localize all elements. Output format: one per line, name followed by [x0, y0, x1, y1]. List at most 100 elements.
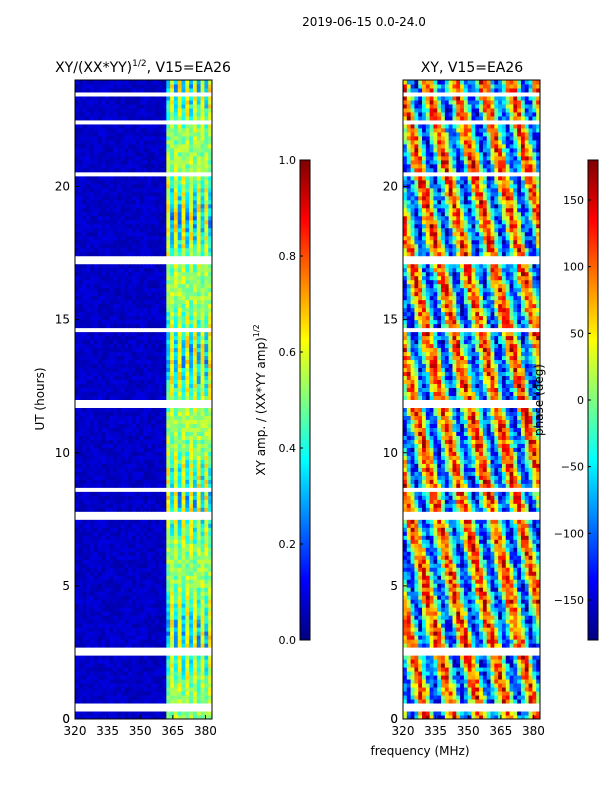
heatmap-cell — [94, 711, 99, 716]
heatmap-cell — [204, 179, 209, 185]
heatmap-cell — [113, 495, 118, 500]
heatmap-cell — [151, 543, 156, 548]
heatmap-cell — [181, 411, 186, 416]
heatmap-cell — [200, 443, 205, 448]
heatmap-cell — [204, 319, 209, 325]
heatmap-cell — [173, 431, 179, 436]
heatmap-cell — [124, 607, 129, 612]
heatmap-cell — [82, 643, 87, 648]
heatmap-cell — [196, 307, 202, 313]
heatmap-cell — [116, 711, 122, 716]
heatmap-cell — [170, 443, 175, 448]
heatmap-cell — [162, 415, 167, 420]
heatmap-cell — [109, 351, 114, 357]
heatmap-cell — [139, 439, 144, 444]
heatmap-cell — [105, 575, 110, 580]
heatmap-cell — [113, 647, 118, 652]
heatmap-cell — [177, 443, 183, 448]
heatmap-cell — [94, 303, 99, 309]
heatmap-cell — [185, 535, 190, 540]
heatmap-cell — [147, 467, 152, 472]
heatmap-cell — [162, 383, 167, 389]
heatmap-cell — [105, 607, 110, 612]
heatmap-cell — [124, 359, 129, 365]
heatmap-cell — [94, 175, 99, 181]
heatmap-cell — [82, 223, 87, 229]
heatmap-cell — [151, 299, 156, 305]
heatmap-cell — [90, 603, 95, 608]
heatmap-cell — [162, 583, 167, 588]
heatmap-cell — [162, 547, 167, 552]
heatmap-cell — [97, 479, 103, 484]
heatmap-cell — [143, 471, 148, 476]
heatmap-cell — [166, 587, 171, 592]
heatmap-cell — [158, 171, 164, 177]
heatmap-cell — [78, 291, 84, 297]
heatmap-cell — [166, 487, 171, 492]
heatmap-cell — [101, 163, 106, 169]
heatmap-cell — [192, 435, 198, 440]
heatmap-cell — [200, 379, 205, 385]
heatmap-cell — [120, 371, 125, 377]
heatmap-cell — [181, 203, 186, 209]
heatmap-cell — [154, 267, 160, 273]
heatmap-cell — [94, 423, 99, 428]
heatmap-cell — [105, 315, 110, 321]
heatmap-cell — [189, 591, 194, 596]
heatmap-cell — [101, 195, 106, 201]
heatmap-cell — [196, 447, 202, 452]
heatmap-cell — [86, 599, 91, 604]
heatmap-cell — [94, 519, 99, 524]
heatmap-cell — [158, 327, 164, 333]
heatmap-cell — [94, 379, 99, 385]
heatmap-cell — [132, 399, 137, 404]
heatmap-cell — [94, 227, 99, 233]
heatmap-cell — [97, 615, 103, 620]
heatmap-cell — [113, 439, 118, 444]
heatmap-cell — [166, 647, 171, 652]
heatmap-cell — [113, 195, 118, 201]
heatmap-cell — [196, 571, 202, 576]
heatmap-cell — [208, 547, 213, 552]
heatmap-cell — [158, 423, 164, 428]
heatmap-cell — [170, 171, 175, 177]
heatmap-cell — [82, 679, 87, 684]
heatmap-cell — [128, 191, 133, 197]
heatmap-cell — [208, 411, 213, 416]
heatmap-cell — [78, 315, 84, 321]
heatmap-cell — [170, 351, 175, 357]
heatmap-cell — [151, 627, 156, 632]
heatmap-cell — [166, 407, 171, 412]
heatmap-cell — [158, 679, 164, 684]
heatmap-cell — [166, 491, 171, 496]
heatmap-cell — [177, 183, 183, 189]
heatmap-cell — [75, 635, 80, 640]
heatmap-cell — [132, 415, 137, 420]
heatmap-cell — [196, 195, 202, 201]
heatmap-cell — [158, 587, 164, 592]
heatmap-cell — [132, 363, 137, 369]
heatmap-cell — [97, 219, 103, 225]
heatmap-cell — [101, 603, 106, 608]
heatmap-cell — [109, 671, 114, 676]
heatmap-cell — [113, 571, 118, 576]
heatmap-cell — [154, 235, 160, 241]
heatmap-cell — [189, 211, 194, 217]
heatmap-cell — [82, 167, 87, 173]
heatmap-cell — [170, 563, 175, 568]
heatmap-cell — [192, 375, 198, 381]
heatmap-cell — [124, 451, 129, 456]
heatmap-cell — [151, 435, 156, 440]
heatmap-cell — [105, 163, 110, 169]
heatmap-cell — [139, 631, 144, 636]
heatmap-cell — [75, 339, 80, 345]
heatmap-cell — [109, 515, 114, 520]
heatmap-cell — [189, 699, 194, 704]
heatmap-cell — [78, 607, 84, 612]
heatmap-cell — [166, 475, 171, 480]
heatmap-cell — [185, 571, 190, 576]
heatmap-cell — [86, 595, 91, 600]
heatmap-cell — [147, 383, 152, 389]
heatmap-cell — [105, 375, 110, 381]
heatmap-cell — [185, 543, 190, 548]
